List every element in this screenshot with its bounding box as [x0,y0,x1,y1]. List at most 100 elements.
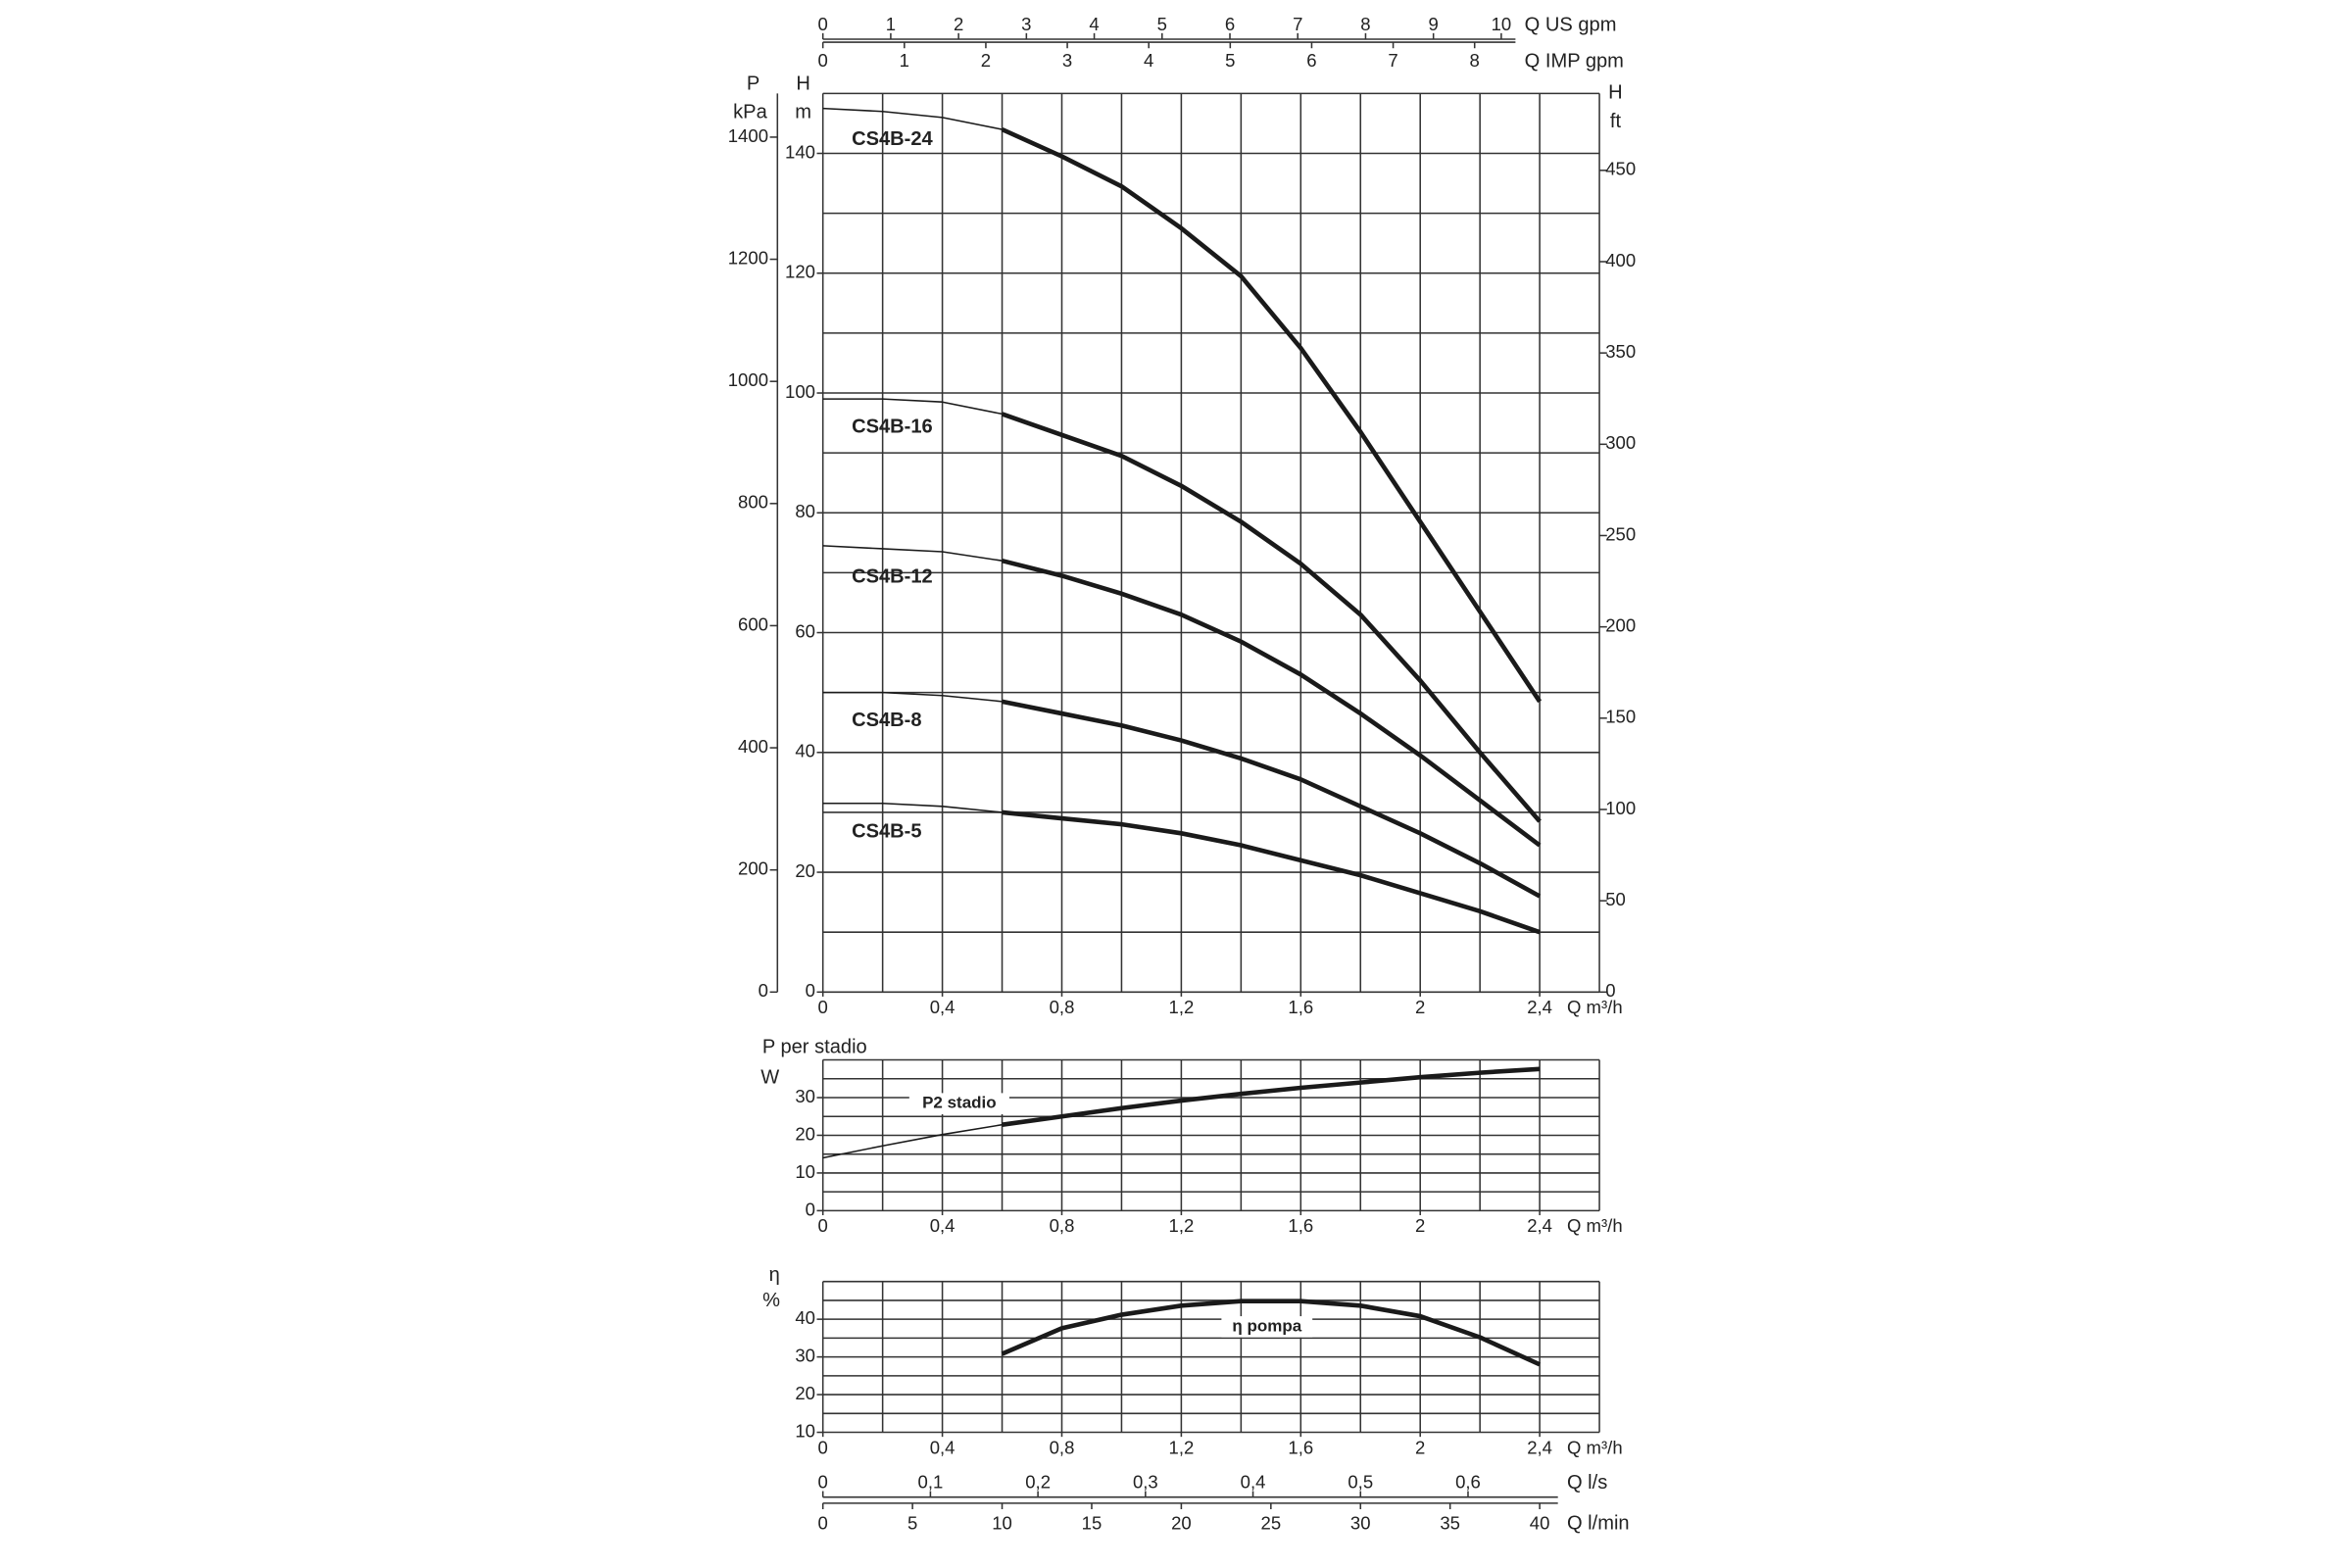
label-bg [1221,1316,1313,1338]
axis-label: Q US gpm [1525,14,1617,35]
axis-tick-label: 0,6 [1455,1472,1481,1493]
y2-tick-label: 50 [1605,889,1626,909]
axis-tick-label: 0,5 [1348,1472,1373,1493]
curve [822,545,1003,562]
axis-tick-label: 400 [738,736,768,757]
axis-tick-label: 0 [818,14,828,34]
y2-tick-label: 0 [1605,980,1615,1001]
x-tick-label: 0,4 [930,1215,956,1236]
y2-tick-label: 200 [1605,615,1636,636]
axis-tick-label: 0 [759,980,768,1001]
y-tick-label: 60 [795,620,815,641]
x-tick-label: 0,4 [930,1437,956,1457]
series-label: CS4B-12 [852,566,933,588]
series-label: CS4B-16 [852,416,933,438]
curve [1001,1298,1542,1367]
axis-tick-label: 5 [1225,50,1235,71]
axis-tick-label: 40 [1530,1512,1550,1533]
y-tick-label: 20 [795,1383,815,1403]
y-tick-label: 100 [785,381,815,402]
curve [822,398,1003,416]
x-tick-label: 1,2 [1169,1437,1195,1457]
y-axis-label: P per stadio [762,1037,867,1058]
y-axis-label: H [796,73,810,94]
series-label: CS4B-24 [852,128,934,150]
x-tick-label: 0 [818,997,828,1017]
x-tick-label: 2 [1415,997,1425,1017]
axis-label: kPa [733,102,767,123]
axis-tick-label: 0,3 [1133,1472,1158,1493]
y-tick-label: 140 [785,141,815,162]
curve [822,1123,1003,1159]
y2-tick-label: 350 [1605,341,1636,362]
axis-tick-label: 4 [1089,14,1099,34]
axis-tick-label: 1400 [728,125,768,146]
y-tick-label: 40 [795,1307,815,1328]
curve [822,802,1003,813]
curve [1002,1066,1541,1127]
axis-tick-label: 3 [1062,50,1072,71]
axis-tick-label: 30 [1350,1512,1371,1533]
axis-tick-label: 1 [900,50,909,71]
axis-tick-label: 7 [1293,14,1302,34]
axis-label: P [747,73,760,94]
axis-tick-label: 10 [1492,14,1512,34]
curve [1001,558,1542,848]
y-tick-label: 10 [795,1161,815,1182]
x-tick-label: 1,6 [1288,1215,1313,1236]
axis-tick-label: 15 [1082,1512,1102,1533]
y-tick-label: 0 [806,1199,815,1219]
axis-tick-label: 1 [886,14,896,34]
axis-tick-label: 1200 [728,247,768,268]
y-tick-label: 80 [795,501,815,521]
x-tick-label: 0,4 [930,997,956,1017]
y2-axis-label: H [1608,82,1623,104]
x-tick-label: 2,4 [1527,997,1552,1017]
y-axis-label: % [762,1290,780,1311]
x-tick-label: 2,4 [1527,1437,1552,1457]
axis-tick-label: 800 [738,492,768,513]
y2-tick-label: 450 [1605,159,1636,179]
y2-tick-label: 300 [1605,432,1636,453]
y-tick-label: 40 [795,741,815,761]
y-tick-label: 10 [795,1420,815,1441]
axis-tick-label: 5 [907,1512,917,1533]
axis-tick-label: 2 [954,14,963,34]
axis-tick-label: 6 [1225,14,1235,34]
axis-tick-label: 600 [738,613,768,634]
axis-tick-label: 0 [818,1472,828,1493]
x-axis-label: Q m³/h [1567,1437,1623,1457]
x-tick-label: 0,8 [1050,997,1075,1017]
axis-tick-label: 4 [1144,50,1153,71]
y-axis-label: W [760,1066,779,1088]
axis-tick-label: 0,1 [918,1472,944,1493]
axis-label: Q l/min [1567,1513,1630,1535]
axis-label: Q l/s [1567,1472,1607,1494]
label-bg [908,1093,1009,1114]
y2-axis-label: ft [1610,111,1622,132]
series-label: P2 stadio [922,1094,997,1112]
y-tick-label: 30 [795,1346,815,1366]
x-axis-label: Q m³/h [1567,1215,1623,1236]
x-tick-label: 2,4 [1527,1215,1552,1236]
axis-tick-label: 9 [1429,14,1439,34]
curve [1001,126,1543,704]
axis-tick-label: 200 [738,858,768,879]
axis-tick-label: 35 [1440,1512,1460,1533]
axis-tick-label: 6 [1306,50,1316,71]
axis-tick-label: 0,4 [1241,1472,1266,1493]
axis-tick-label: 10 [992,1512,1012,1533]
x-tick-label: 0 [818,1215,828,1236]
y-axis-label: η [769,1264,780,1286]
axis-tick-label: 0,2 [1025,1472,1051,1493]
curve [1002,699,1542,899]
y-tick-label: 20 [795,860,815,881]
axis-label: Q IMP gpm [1525,50,1624,72]
curve [822,691,1003,703]
axis-tick-label: 3 [1021,14,1031,34]
x-tick-label: 0,8 [1050,1437,1075,1457]
curve [1001,412,1542,823]
y2-tick-label: 100 [1605,798,1636,818]
